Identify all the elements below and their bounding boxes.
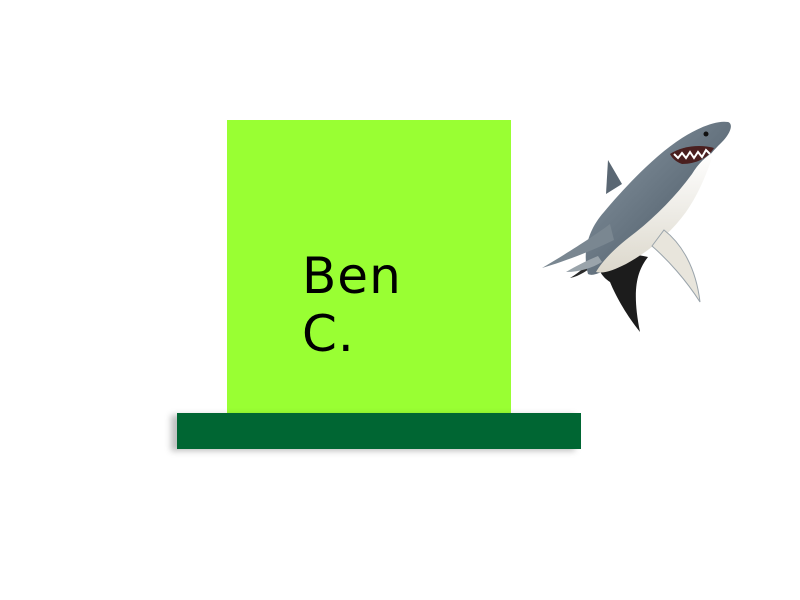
shark-icon	[542, 121, 731, 332]
base-bar	[177, 413, 581, 449]
shark-eye	[703, 131, 709, 137]
name-second-line: C.	[302, 304, 355, 363]
dorsal-fin	[606, 160, 622, 194]
left-pectoral-fin	[542, 224, 614, 268]
name-card	[227, 120, 511, 414]
shark-belly	[596, 152, 714, 273]
name-label: Ben C.	[302, 247, 442, 363]
right-pectoral-fin	[651, 229, 701, 303]
name-first-line: Ben	[302, 247, 402, 305]
tail-fin	[598, 254, 648, 332]
